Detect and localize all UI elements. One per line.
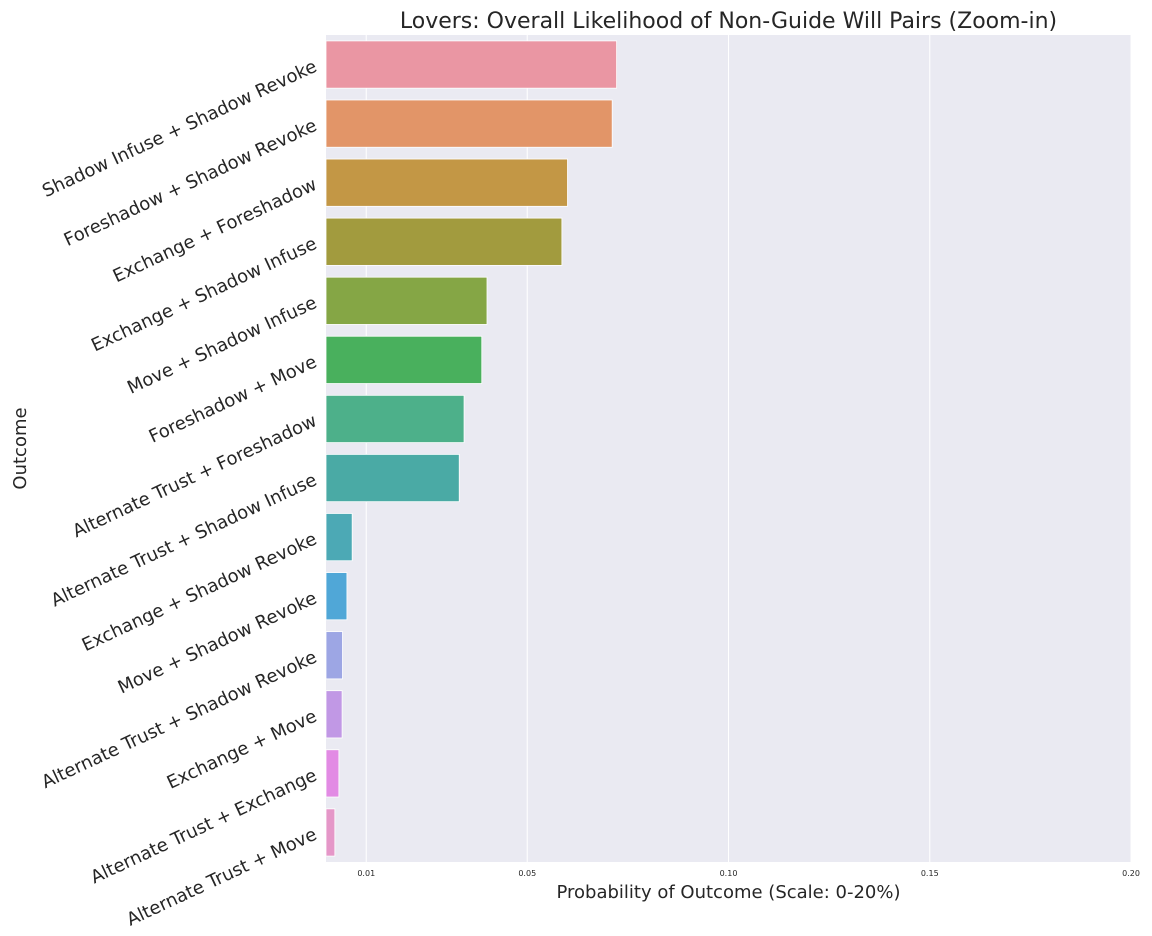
x-tick-label: 0.01 <box>357 869 375 878</box>
bar <box>325 631 343 680</box>
bar <box>325 276 488 325</box>
bar <box>325 572 348 621</box>
y-tick-label: Exchange + Shadow Revoke <box>79 529 320 656</box>
x-tick-label: 0.20 <box>1122 869 1140 878</box>
x-tick-label: 0.15 <box>921 869 939 878</box>
bar <box>325 217 563 266</box>
x-tick-label: 0.10 <box>720 869 738 878</box>
y-axis-label: Outcome <box>10 407 31 489</box>
bars <box>325 40 618 857</box>
bar <box>325 749 340 798</box>
x-tick-labels: 0.01 0.05 0.10 0.15 0.20 <box>357 869 1140 878</box>
bar <box>325 40 618 89</box>
y-tick-label: Alternate Trust + Exchange <box>87 765 320 888</box>
y-tick-label: Move + Shadow Revoke <box>115 588 320 699</box>
bar <box>325 690 343 739</box>
bar <box>325 394 465 443</box>
y-tick-labels: Shadow Infuse + Shadow RevokeForeshadow … <box>38 56 320 931</box>
y-tick-label: Exchange + Foreshadow <box>110 174 320 287</box>
y-tick-label: Exchange + Shadow Infuse <box>88 233 320 356</box>
bar <box>325 454 460 503</box>
chart-title: Lovers: Overall Likelihood of Non-Guide … <box>400 9 1057 34</box>
bar <box>325 513 353 562</box>
bar <box>325 335 483 384</box>
y-tick-label: Alternate Trust + Foreshadow <box>69 410 320 542</box>
bar <box>325 99 613 148</box>
bar <box>325 158 568 207</box>
x-tick-label: 0.05 <box>518 869 536 878</box>
bar <box>325 808 336 857</box>
x-axis-label: Probability of Outcome (Scale: 0-20%) <box>556 882 900 903</box>
